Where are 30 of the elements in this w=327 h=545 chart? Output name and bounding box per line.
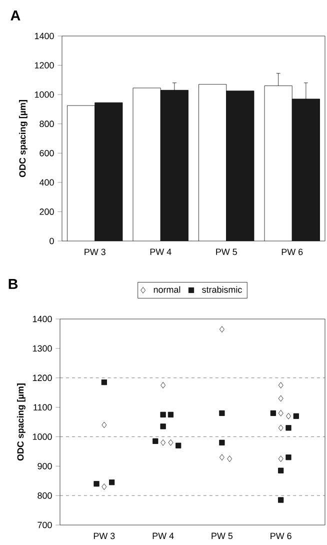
y-tick-label: 800 (38, 492, 52, 499)
y-tick-label: 600 (40, 150, 54, 156)
y-tick-label: 1400 (32, 316, 52, 322)
x-tick-label: PW 3 (94, 532, 115, 540)
y-tick-label: 200 (40, 208, 54, 215)
y-tick-label: 1200 (34, 62, 54, 68)
x-tick-label: PW 4 (152, 532, 174, 539)
y-tick-label: 1300 (32, 345, 52, 352)
y-tick-label: 1000 (32, 434, 52, 440)
y-tick-label: 1400 (34, 32, 54, 40)
y-tick-label: 0 (50, 238, 54, 244)
y-tick-label: 700 (38, 522, 52, 528)
y-tick-label: 900 (38, 462, 52, 470)
chart-title: B (8, 279, 18, 289)
y-tick-label: 400 (39, 179, 54, 186)
y-tick-label: 800 (40, 120, 54, 128)
legend-label: normal (154, 286, 180, 293)
y-axis-title: ODC spacing [µm] (17, 384, 26, 461)
x-tick-label: PW 5 (212, 532, 233, 540)
chart-title: A (10, 10, 20, 20)
x-tick-label: PW 5 (216, 248, 237, 256)
x-tick-label: PW 6 (282, 248, 303, 256)
y-tick-label: 1000 (34, 91, 54, 98)
x-tick-label: PW 4 (150, 248, 172, 255)
y-tick-label: 1200 (32, 374, 52, 382)
legend-label: strabismic (202, 286, 242, 293)
y-axis-title: ODC spacing [µm] (19, 100, 28, 178)
y-tick-label: 1100 (34, 404, 52, 410)
x-tick-label: PW 3 (84, 248, 106, 256)
x-tick-label: PW 6 (270, 532, 292, 540)
